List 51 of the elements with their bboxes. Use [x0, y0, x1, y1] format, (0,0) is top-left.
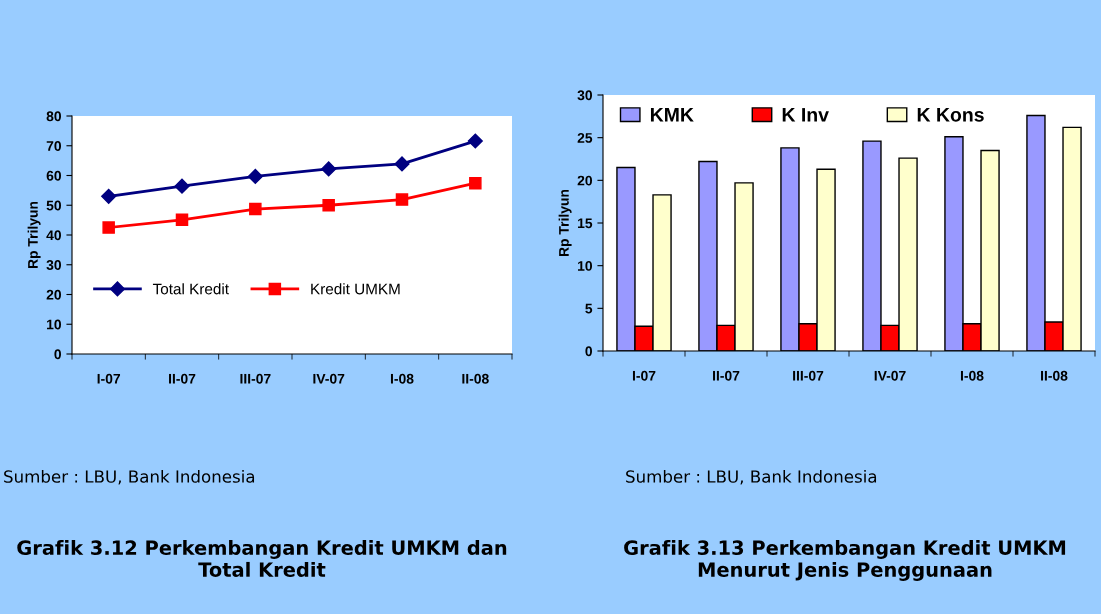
y-axis-title: Rp Trilyun [27, 201, 41, 269]
text: Sumber : LBU, Bank Indonesia [4, 469, 255, 485]
y-tick-label: 40 [46, 230, 62, 241]
y-tick-label: 0 [585, 346, 593, 357]
point [467, 133, 483, 149]
text: Sumber : LBU, Bank Indonesia [626, 469, 877, 485]
y-tick-label: 20 [46, 289, 62, 300]
point [322, 198, 335, 212]
x-tick-label: II-07 [169, 373, 196, 384]
y-tick-label: 30 [46, 260, 62, 270]
x-tick-label: III-07 [240, 373, 271, 384]
x-tick-label: II-07 [713, 370, 740, 381]
x-tick-label: III-07 [793, 370, 824, 381]
y-axis-title: Rp Trilyun [558, 189, 572, 257]
point [395, 193, 409, 206]
x-tick-label: IV-07 [874, 370, 906, 381]
legend-label: Total Kredit [152, 283, 229, 295]
legend-label: K Inv [782, 108, 829, 122]
x-tick-label: I-07 [632, 370, 656, 381]
y-tick-label: 50 [46, 200, 62, 211]
y-tick-label: 0 [54, 349, 62, 360]
point [174, 178, 190, 194]
text: Grafik 3.12 Perkembangan Kredit UMKM dan Total Kredit [17, 540, 507, 577]
point [247, 168, 263, 184]
y-tick-label: 60 [46, 170, 62, 181]
legend-label: Kredit UMKM [311, 283, 400, 295]
y-tick-label: 10 [578, 261, 593, 271]
y-tick-label: 30 [577, 90, 593, 101]
x-tick-label: II-08 [1041, 370, 1068, 381]
point [321, 161, 337, 177]
y-tick-label: 70 [46, 141, 62, 151]
point [175, 213, 189, 227]
x-tick-label: II-08 [462, 373, 489, 384]
point [102, 221, 115, 234]
legend-label: K Kons [917, 108, 984, 122]
y-tick-label: 15 [578, 218, 593, 229]
legend-label: KMK [650, 108, 694, 122]
x-tick-label: I-08 [960, 370, 984, 381]
point [249, 202, 262, 216]
text: Grafik 3.13 Perkembangan Kredit UMKM Menurut Jenis Penggunaan [624, 540, 1066, 581]
point [101, 188, 117, 204]
y-tick-label: 25 [577, 133, 593, 143]
point [394, 156, 410, 172]
y-tick-label: 20 [577, 175, 593, 186]
x-tick-label: IV-07 [313, 373, 345, 384]
y-tick-label: 5 [585, 303, 593, 314]
x-tick-label: I-08 [390, 373, 414, 384]
point [469, 176, 482, 190]
y-tick-label: 10 [47, 319, 62, 330]
x-tick-label: I-07 [97, 373, 121, 384]
y-tick-label: 80 [46, 111, 62, 122]
